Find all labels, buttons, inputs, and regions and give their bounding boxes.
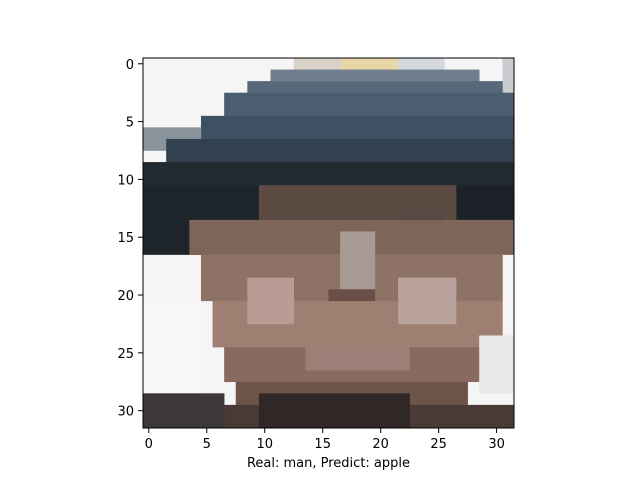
- pixel-block: [143, 300, 202, 406]
- x-tick-label: 15: [314, 437, 331, 452]
- x-axis: 0 5 10 15 20 25 30: [145, 428, 505, 452]
- x-tick-label: 30: [488, 437, 505, 452]
- pixel-block: [270, 69, 480, 82]
- x-tick-label: 5: [203, 437, 211, 452]
- image-plot: [142, 57, 515, 429]
- axes-frame: [142, 57, 515, 429]
- pixel-block: [398, 208, 445, 221]
- pixel-block: [247, 81, 503, 93]
- y-tick-label: 5: [126, 116, 134, 131]
- pixel-block: [398, 277, 457, 325]
- pixel-block: [224, 92, 515, 117]
- pixel-block: [166, 138, 515, 163]
- pixel-block: [479, 335, 515, 394]
- y-tick-label: 25: [117, 347, 134, 362]
- x-axis-caption: Real: man, Predict: apple: [247, 456, 410, 471]
- y-axis: 0 5 10 15 20 25 30: [117, 58, 143, 420]
- x-tick-label: 20: [372, 437, 389, 452]
- pixel-block: [200, 115, 515, 140]
- pixel-block: [258, 393, 410, 429]
- y-tick-label: 10: [117, 173, 134, 188]
- pixel-block: [456, 185, 515, 221]
- image-pixels: [143, 58, 515, 429]
- y-tick-label: 15: [117, 231, 134, 246]
- x-tick-label: 10: [256, 437, 273, 452]
- pixel-block: [247, 277, 295, 325]
- pixel-block: [340, 58, 399, 70]
- x-tick-label: 0: [145, 437, 153, 452]
- x-tick-label: 25: [430, 437, 447, 452]
- pixel-block: [143, 162, 515, 186]
- y-tick-label: 0: [126, 58, 134, 73]
- y-tick-label: 20: [117, 289, 134, 304]
- pixel-block: [305, 347, 410, 371]
- pixel-block: [143, 393, 225, 429]
- pixel-block: [398, 58, 445, 70]
- pixel-block: [502, 58, 515, 105]
- pixel-block: [340, 231, 376, 290]
- pixel-block: [293, 58, 341, 70]
- y-tick-label: 30: [117, 405, 134, 420]
- pixel-block: [328, 289, 376, 302]
